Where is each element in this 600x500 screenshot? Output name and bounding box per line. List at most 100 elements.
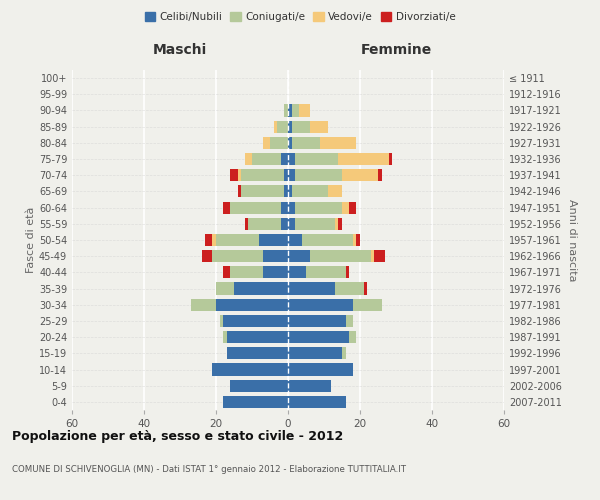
Bar [288, 120, 292, 132]
Bar [346, 315, 353, 327]
Bar [212, 250, 263, 262]
Bar [245, 153, 252, 165]
Bar [288, 266, 306, 278]
Bar [216, 234, 259, 246]
Bar [288, 250, 310, 262]
Bar [241, 169, 284, 181]
Bar [223, 266, 230, 278]
Bar [238, 186, 241, 198]
Bar [223, 315, 288, 327]
Bar [281, 202, 288, 213]
Bar [263, 137, 270, 149]
Bar [378, 169, 382, 181]
Bar [292, 186, 328, 198]
Bar [202, 250, 212, 262]
Bar [288, 202, 295, 213]
Bar [342, 169, 378, 181]
Bar [230, 380, 288, 392]
Bar [227, 348, 288, 360]
Bar [328, 186, 342, 198]
Text: Popolazione per età, sesso e stato civile - 2012: Popolazione per età, sesso e stato civil… [12, 430, 343, 443]
Bar [288, 396, 346, 408]
Bar [288, 348, 342, 360]
Bar [252, 153, 281, 165]
Bar [212, 234, 216, 246]
Bar [288, 234, 302, 246]
Bar [288, 364, 353, 376]
Bar [281, 153, 288, 165]
Bar [288, 218, 295, 230]
Bar [281, 218, 288, 230]
Bar [223, 331, 227, 343]
Bar [277, 120, 288, 132]
Legend: Celibi/Nubili, Coniugati/e, Vedovi/e, Divorziati/e: Celibi/Nubili, Coniugati/e, Vedovi/e, Di… [140, 8, 460, 26]
Bar [295, 218, 335, 230]
Bar [356, 234, 360, 246]
Bar [284, 104, 288, 117]
Bar [191, 298, 216, 311]
Bar [288, 282, 335, 294]
Bar [310, 250, 371, 262]
Bar [263, 250, 288, 262]
Bar [216, 298, 288, 311]
Bar [335, 218, 338, 230]
Bar [248, 218, 281, 230]
Bar [288, 380, 331, 392]
Bar [292, 137, 320, 149]
Bar [292, 104, 299, 117]
Bar [288, 331, 349, 343]
Bar [295, 153, 338, 165]
Text: Femmine: Femmine [361, 44, 431, 58]
Bar [263, 266, 288, 278]
Bar [288, 104, 292, 117]
Bar [371, 250, 374, 262]
Bar [230, 202, 281, 213]
Bar [288, 186, 292, 198]
Bar [288, 137, 292, 149]
Bar [245, 218, 248, 230]
Bar [353, 234, 356, 246]
Bar [220, 315, 223, 327]
Bar [349, 202, 356, 213]
Bar [284, 186, 288, 198]
Bar [223, 202, 230, 213]
Bar [284, 169, 288, 181]
Bar [216, 282, 234, 294]
Bar [230, 169, 238, 181]
Bar [234, 282, 288, 294]
Bar [259, 234, 288, 246]
Bar [288, 153, 295, 165]
Bar [310, 120, 328, 132]
Bar [292, 120, 310, 132]
Bar [288, 298, 353, 311]
Y-axis label: Fasce di età: Fasce di età [26, 207, 36, 273]
Bar [274, 120, 277, 132]
Text: COMUNE DI SCHIVENOGLIA (MN) - Dati ISTAT 1° gennaio 2012 - Elaborazione TUTTITAL: COMUNE DI SCHIVENOGLIA (MN) - Dati ISTAT… [12, 465, 406, 474]
Bar [270, 137, 288, 149]
Bar [223, 396, 288, 408]
Bar [320, 137, 356, 149]
Bar [288, 315, 346, 327]
Bar [374, 250, 385, 262]
Y-axis label: Anni di nascita: Anni di nascita [567, 198, 577, 281]
Bar [241, 186, 284, 198]
Bar [227, 331, 288, 343]
Bar [230, 266, 263, 278]
Bar [364, 282, 367, 294]
Text: Maschi: Maschi [153, 44, 207, 58]
Bar [299, 104, 310, 117]
Bar [306, 266, 346, 278]
Bar [295, 202, 342, 213]
Bar [338, 218, 342, 230]
Bar [338, 153, 389, 165]
Bar [238, 169, 241, 181]
Bar [212, 364, 288, 376]
Bar [342, 202, 349, 213]
Bar [389, 153, 392, 165]
Bar [349, 331, 356, 343]
Bar [295, 169, 342, 181]
Bar [335, 282, 364, 294]
Bar [353, 298, 382, 311]
Bar [346, 266, 349, 278]
Bar [288, 169, 295, 181]
